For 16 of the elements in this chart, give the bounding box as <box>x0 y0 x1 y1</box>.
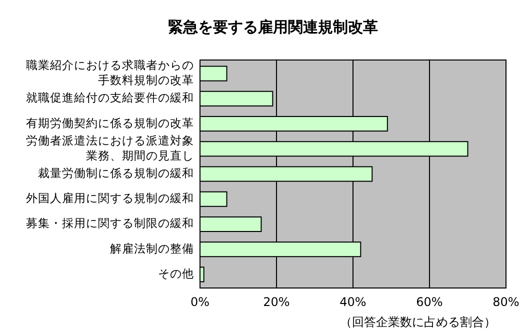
x-tick-label: 40% <box>340 295 366 309</box>
x-tick-label: 60% <box>416 295 443 309</box>
x-tick-label: 0% <box>190 295 210 309</box>
y-tick-label: その他 <box>158 266 194 281</box>
x-tick-label: 20% <box>263 295 290 309</box>
chart-title: 緊急を要する雇用関連規制改革 <box>168 18 378 36</box>
y-tick-label: 裁量労働制に係る規制の緩和 <box>38 166 194 180</box>
y-tick-label: 解雇法制の整備 <box>110 241 194 256</box>
y-tick-label: 労働者派遣法における派遣対象業務、期間の見直し <box>26 134 194 163</box>
y-tick-label: 職業紹介における求職者からの手数料規制の改革 <box>26 58 194 88</box>
y-tick-label: 募集・採用に関する制限の緩和 <box>26 216 194 230</box>
text: （回答企業数に占める割合） <box>340 315 496 329</box>
y-tick-label: 就職促進給付の支給要件の緩和 <box>26 90 194 105</box>
y-tick-label: 有期労働契約に係る規制の改革 <box>26 116 194 130</box>
x-tick-label: 80% <box>492 295 520 309</box>
y-tick-label: 外国人雇用に関する規制の緩和 <box>26 191 194 206</box>
